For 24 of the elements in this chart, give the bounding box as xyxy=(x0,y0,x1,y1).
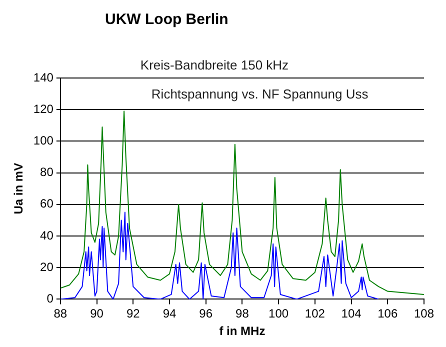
y-tick-label: 60 xyxy=(40,196,54,211)
x-tick-label: 102 xyxy=(304,306,326,321)
x-tick-label: 94 xyxy=(162,306,176,321)
x-tick-label: 96 xyxy=(199,306,213,321)
x-axis-title: f in MHz xyxy=(219,324,266,338)
y-tick-label: 100 xyxy=(33,134,54,148)
x-tick-label: 92 xyxy=(126,306,140,321)
x-tick-label: 88 xyxy=(54,306,68,321)
y-tick-label: 120 xyxy=(33,102,54,116)
x-tick-label: 104 xyxy=(341,306,362,321)
x-tick-label: 100 xyxy=(268,306,289,321)
y-tick-label: 40 xyxy=(40,228,54,242)
y-tick-label: 0 xyxy=(46,292,54,306)
text: Kreis-Bandbreite 150 kHz xyxy=(140,58,289,73)
y-tick-label: 80 xyxy=(40,165,54,180)
chart-title: UKW Loop Berlin xyxy=(105,11,228,28)
y-tick-label: 20 xyxy=(40,260,54,274)
x-tick-label: 106 xyxy=(378,306,398,321)
annotation: Richtspannung vs. NF Spannung Uss xyxy=(151,86,369,102)
x-tick-label: 90 xyxy=(90,306,104,321)
y-axis-title: Ua in mV xyxy=(12,162,26,214)
x-tick-label: 98 xyxy=(236,306,250,321)
y-tick-label: 140 xyxy=(33,70,54,84)
x-tick-label: 108 xyxy=(414,306,434,321)
